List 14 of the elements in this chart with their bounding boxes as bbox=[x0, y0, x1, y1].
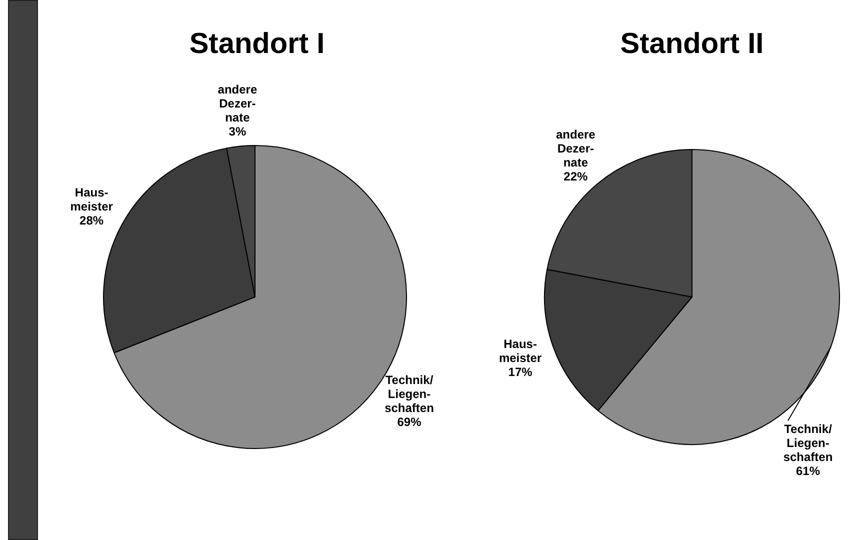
slice-label: Technik/ Liegen- schaften bbox=[783, 422, 833, 464]
data-label: 22% bbox=[564, 170, 588, 184]
chart-title: Standort II bbox=[619, 28, 765, 61]
slice-label: Haus- meister bbox=[498, 337, 542, 366]
slice-label: andere Dezer- nate bbox=[218, 82, 258, 125]
slice-label: Haus- meister bbox=[70, 185, 114, 214]
chart-title: Standort I bbox=[188, 28, 326, 61]
data-label: 61% bbox=[796, 464, 820, 478]
slice-label: andere Dezer- nate bbox=[556, 128, 596, 170]
data-label: 3% bbox=[228, 124, 246, 139]
data-label: 17% bbox=[508, 365, 533, 380]
data-label: 69% bbox=[397, 415, 422, 430]
slice-label: Technik/ Liegen- schaften bbox=[384, 373, 434, 416]
data-label: 28% bbox=[80, 213, 104, 228]
